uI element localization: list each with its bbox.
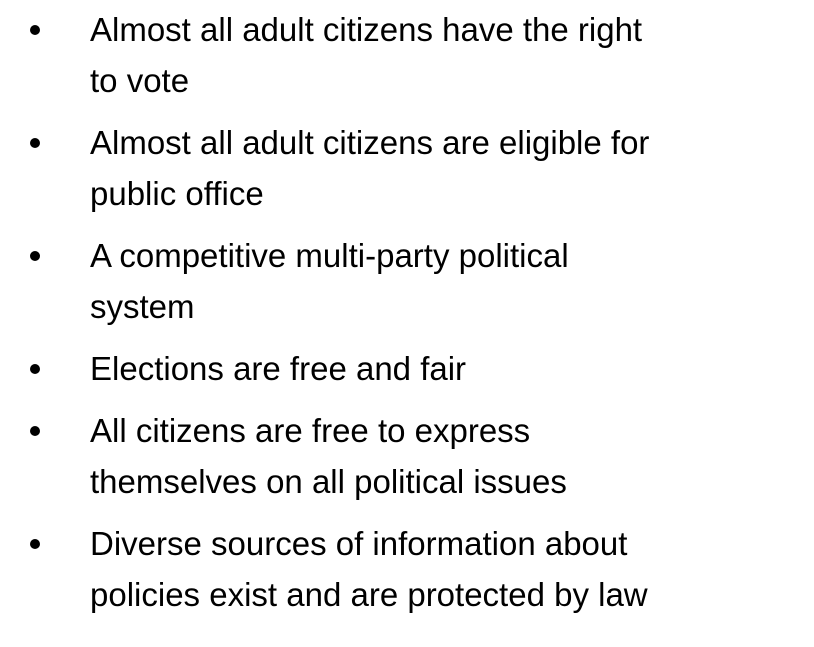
bullet-text: Almost all adult citizens are eligible f… [90, 124, 650, 161]
bullet-dot [30, 426, 40, 436]
bullet-text: Elections are free and fair [90, 350, 467, 387]
bullet-text: to vote [90, 62, 190, 99]
bullet-dot [30, 364, 40, 374]
bullet-text: Diverse sources of information about [90, 525, 628, 562]
bullet-text: themselves on all political issues [90, 463, 567, 500]
bullet-text: Almost all adult citizens have the right [90, 11, 643, 48]
bullet-text: policies exist and are protected by law [90, 576, 648, 613]
bullet-dot [30, 539, 40, 549]
bullet-dot [30, 251, 40, 261]
bullet-dot [30, 25, 40, 35]
bullet-text: All citizens are free to express [90, 412, 531, 449]
bullet-text: public office [90, 175, 264, 212]
bullet-dot [30, 138, 40, 148]
bullet-text: system [90, 288, 195, 325]
bullet-text: A competitive multi-party political [90, 237, 569, 274]
